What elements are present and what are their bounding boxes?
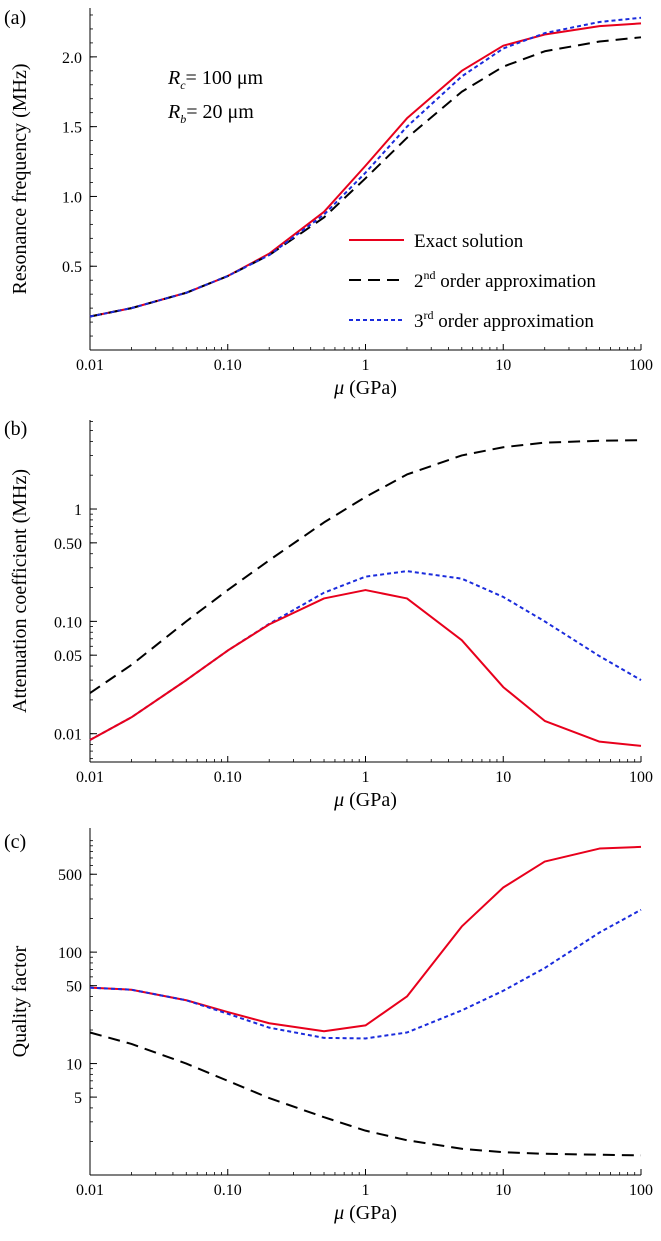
legend-label: 3rd order approximation	[414, 308, 594, 332]
y-tick-label: 0.01	[54, 727, 82, 744]
panel-label: (c)	[4, 831, 26, 853]
y-tick-label: 0.5	[62, 259, 82, 276]
x-tick-label: 0.10	[214, 357, 242, 374]
series-line-solid	[89, 589, 642, 747]
y-tick-label: 0.05	[54, 648, 82, 665]
x-tick-label: 10	[495, 357, 511, 374]
series-line-solid	[89, 845, 642, 1033]
y-tick-label: 50	[66, 979, 82, 996]
x-tick-label: 10	[495, 1182, 511, 1199]
x-tick-label: 10	[495, 769, 511, 786]
y-tick-label: 1	[74, 502, 82, 519]
series-line-dotted	[89, 16, 642, 318]
x-axis-label: μ (GPa)	[333, 377, 397, 399]
annotation-2: Rb= 20 μm	[167, 101, 254, 126]
y-tick-label: 1.0	[62, 189, 82, 206]
y-tick-label: 500	[58, 867, 82, 884]
series-line-dotted	[89, 570, 642, 741]
y-tick-label: 5	[74, 1090, 82, 1107]
chart-panel-1: 0.01 0.10 1 10 100 0.5 1.0 1.5 2.0 (a) μ (GPa) Reso…	[4, 7, 653, 399]
x-tick-label: 100	[629, 1182, 653, 1199]
y-tick-label: 0.50	[54, 536, 82, 553]
x-tick-label: 1	[362, 1182, 370, 1199]
x-tick-label: 0.01	[76, 357, 104, 374]
series-line-dashed	[89, 439, 642, 694]
y-tick-label: 2.0	[62, 50, 82, 67]
x-tick-label: 0.10	[214, 1182, 242, 1199]
annotation-1: Rc= 100 μm	[167, 67, 264, 92]
series-line-dashed	[89, 1031, 642, 1157]
y-tick-label: 1.5	[62, 120, 82, 137]
x-axis-label: μ (GPa)	[333, 1202, 397, 1224]
y-axis-label: Attenuation coefficient (MHz)	[9, 469, 31, 713]
chart-panel-3: 0.01 0.10 1 10 100 5 10 50 100 500 (c) μ (GPa) Quali…	[4, 828, 653, 1224]
panel-label: (a)	[4, 7, 26, 29]
panel-label: (b)	[4, 418, 27, 440]
y-tick-label: 0.10	[54, 614, 82, 631]
x-axis-label: μ (GPa)	[333, 789, 397, 811]
y-axis-label: Quality factor	[9, 945, 31, 1057]
x-tick-label: 1	[362, 769, 370, 786]
y-axis-label: Resonance frequency (MHz)	[9, 63, 31, 294]
legend-label: Exact solution	[414, 231, 524, 252]
x-tick-label: 1	[362, 357, 370, 374]
chart-panel-2: 0.01 0.10 1 10 100 0.01 0.05 0.10 0.50 1 (b) μ (GPa…	[4, 418, 653, 811]
y-tick-label: 10	[66, 1057, 82, 1074]
y-tick-label: 100	[58, 945, 82, 962]
x-tick-label: 100	[629, 769, 653, 786]
x-tick-label: 0.01	[76, 1182, 104, 1199]
series-line-dotted	[89, 908, 642, 1040]
x-tick-label: 0.10	[214, 769, 242, 786]
legend-label: 2nd order approximation	[414, 268, 596, 292]
x-tick-label: 0.01	[76, 769, 104, 786]
x-tick-label: 100	[629, 357, 653, 374]
